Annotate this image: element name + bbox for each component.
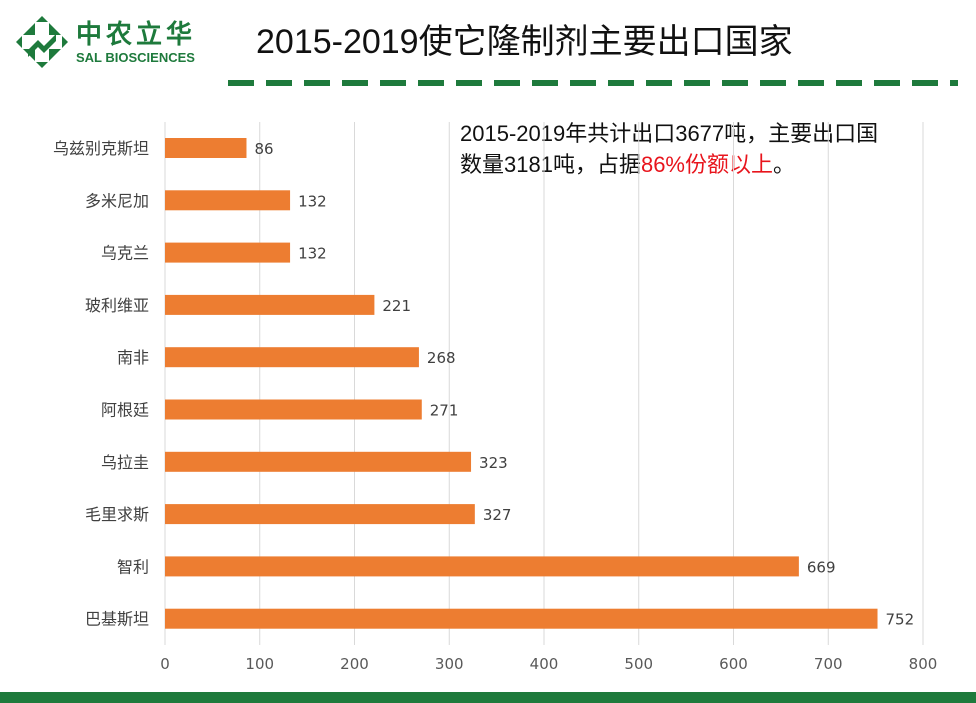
value-label: 327 <box>483 506 512 524</box>
bar <box>165 242 291 263</box>
x-tick-label: 300 <box>435 655 464 673</box>
logo-english-name: SAL BIOSCIENCES <box>76 50 195 65</box>
x-tick-label: 500 <box>624 655 653 673</box>
summary-note: 2015-2019年共计出口3677吨，主要出口国 数量3181吨，占据86%份… <box>460 118 965 180</box>
value-label: 752 <box>886 611 915 629</box>
bar <box>165 451 472 472</box>
category-label: 毛里求斯 <box>85 505 149 524</box>
chart-bars <box>165 138 878 629</box>
summary-line-2: 数量3181吨，占据86%份额以上。 <box>460 149 965 180</box>
bar <box>165 399 422 420</box>
summary-highlight: 86%份额以上 <box>640 152 773 177</box>
x-tick-label: 400 <box>530 655 559 673</box>
slide-title: 2015-2019使它隆制剂主要出口国家 <box>256 23 793 61</box>
x-tick-label: 100 <box>245 655 274 673</box>
category-label: 南非 <box>117 348 149 367</box>
logo-chinese-name: 中农立华 <box>76 20 197 50</box>
summary-line-1: 2015-2019年共计出口3677吨，主要出口国 <box>460 121 879 146</box>
summary-line-2-prefix: 数量3181吨，占据 <box>460 152 641 177</box>
category-label: 乌克兰 <box>101 244 149 263</box>
bar <box>165 294 375 315</box>
value-label: 271 <box>430 402 459 420</box>
x-tick-label: 0 <box>160 655 170 673</box>
value-label: 221 <box>382 297 411 315</box>
bar <box>165 347 419 368</box>
category-label: 巴基斯坦 <box>85 610 149 629</box>
title-dashed-divider <box>228 80 958 86</box>
chart-labels: 0 100 200 300 400 500 600 700 800 乌兹别克斯坦 86 多米尼加 132… <box>53 139 937 673</box>
company-logo: 中农立华 SAL BIOSCIENCES <box>14 12 214 72</box>
value-label: 323 <box>479 454 508 472</box>
category-label: 乌拉圭 <box>101 453 149 472</box>
category-label: 多米尼加 <box>85 191 149 210</box>
bar <box>165 556 799 577</box>
category-label: 阿根廷 <box>101 401 149 420</box>
category-label: 乌兹别克斯坦 <box>53 139 149 158</box>
bar <box>165 504 475 525</box>
value-label: 268 <box>427 349 456 367</box>
value-label: 86 <box>254 140 273 158</box>
x-tick-label: 800 <box>909 655 938 673</box>
footer-green-bar <box>0 692 976 703</box>
export-bar-chart: 0 100 200 300 400 500 600 700 800 乌兹别克斯坦 86 多米尼加 132… <box>53 122 937 673</box>
bar <box>165 608 878 629</box>
x-tick-label: 700 <box>814 655 843 673</box>
logo-mark-icon <box>16 16 68 68</box>
category-label: 智利 <box>117 557 149 576</box>
bar <box>165 190 291 211</box>
x-tick-label: 600 <box>719 655 748 673</box>
summary-line-2-suffix: 。 <box>773 152 796 177</box>
bar <box>165 138 247 158</box>
value-label: 132 <box>298 245 327 263</box>
x-tick-label: 200 <box>340 655 369 673</box>
value-label: 669 <box>807 558 836 576</box>
category-label: 玻利维亚 <box>85 296 149 315</box>
value-label: 132 <box>298 192 327 210</box>
